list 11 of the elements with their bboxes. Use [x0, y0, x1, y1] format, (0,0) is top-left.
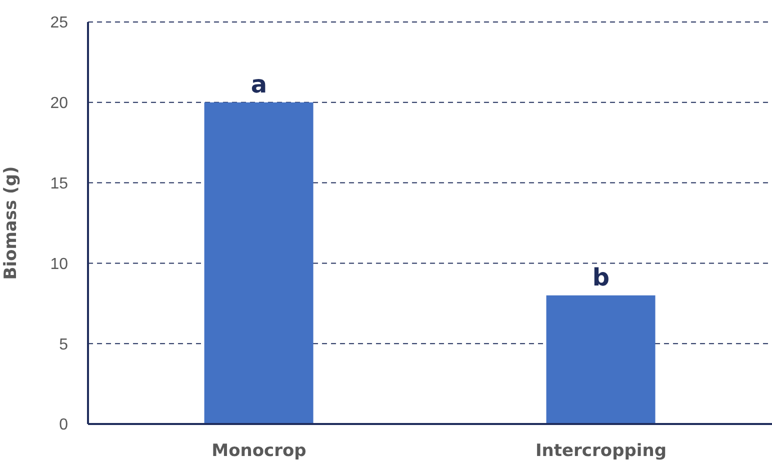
- x-tick-label: Monocrop: [212, 441, 306, 462]
- annotation: b: [592, 263, 610, 292]
- y-tick-label: 15: [50, 175, 68, 192]
- y-tick-label: 25: [50, 14, 68, 32]
- annotation: a: [250, 70, 268, 98]
- y-axis-title: Biomass (g): [1, 166, 22, 280]
- y-tick-label: 0: [59, 416, 68, 434]
- y-tick-label: 5: [59, 336, 68, 354]
- y-tick-label: 20: [50, 95, 68, 112]
- x-tick-label: Intercropping: [535, 441, 667, 462]
- y-tick-label: 10: [50, 256, 68, 273]
